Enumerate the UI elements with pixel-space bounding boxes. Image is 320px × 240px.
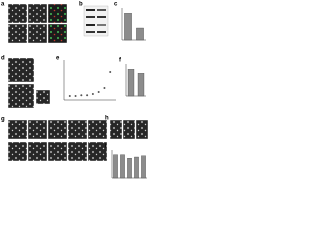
micrograph bbox=[47, 23, 68, 44]
micrograph-column bbox=[7, 57, 51, 109]
blot-band bbox=[97, 16, 106, 18]
micrograph bbox=[7, 3, 28, 24]
micrograph bbox=[47, 3, 68, 24]
panel-label: a bbox=[1, 2, 5, 8]
micrograph bbox=[87, 141, 108, 162]
axis bbox=[63, 60, 116, 101]
blot-band bbox=[97, 9, 106, 11]
panel-label: b bbox=[79, 2, 83, 8]
micrograph bbox=[47, 141, 68, 162]
panel-label: c bbox=[114, 2, 118, 8]
micrograph bbox=[67, 141, 88, 162]
panel-label: e bbox=[56, 56, 60, 62]
micrograph bbox=[122, 119, 136, 140]
micrograph bbox=[7, 57, 35, 83]
point bbox=[68, 95, 71, 97]
micrograph-inset bbox=[35, 89, 51, 105]
point bbox=[91, 93, 94, 95]
micrograph-grid bbox=[7, 3, 68, 44]
panel-label: d bbox=[1, 56, 5, 62]
figure: a b c d e f g h i bbox=[1, 2, 149, 179]
panel-label: f bbox=[119, 58, 122, 64]
blot-band bbox=[97, 31, 106, 33]
point bbox=[74, 95, 77, 97]
micrograph bbox=[109, 119, 123, 140]
micrograph bbox=[27, 3, 48, 24]
blot-band bbox=[86, 31, 95, 33]
micrograph bbox=[27, 23, 48, 44]
bar bbox=[120, 154, 125, 179]
bar bbox=[136, 27, 144, 41]
micrograph bbox=[27, 119, 48, 140]
micrograph bbox=[87, 119, 108, 140]
micrograph bbox=[7, 23, 28, 44]
micrograph bbox=[7, 83, 35, 109]
bar bbox=[127, 158, 132, 179]
bar bbox=[127, 69, 135, 97]
bar bbox=[141, 155, 146, 179]
micrograph bbox=[27, 141, 48, 162]
point bbox=[86, 94, 89, 97]
micrograph-row bbox=[109, 119, 149, 140]
micrograph bbox=[7, 141, 28, 162]
point bbox=[97, 91, 100, 93]
point bbox=[103, 87, 106, 89]
blot-band bbox=[86, 24, 95, 26]
micrograph bbox=[7, 119, 28, 140]
bar bbox=[113, 154, 118, 179]
micrograph bbox=[135, 119, 149, 140]
bar bbox=[137, 73, 145, 97]
micrograph bbox=[47, 119, 68, 140]
blot-band bbox=[86, 16, 95, 18]
blot-band bbox=[86, 9, 95, 11]
western-blot bbox=[83, 5, 109, 37]
panel-label: h bbox=[105, 116, 109, 122]
panel-label: g bbox=[1, 117, 5, 123]
blot-band bbox=[97, 24, 106, 26]
bar bbox=[134, 156, 139, 179]
bar bbox=[124, 13, 132, 41]
micrograph-row bbox=[7, 119, 108, 162]
micrograph bbox=[67, 119, 88, 140]
point bbox=[80, 94, 83, 97]
panel-label: i bbox=[105, 144, 107, 150]
point bbox=[109, 71, 112, 73]
